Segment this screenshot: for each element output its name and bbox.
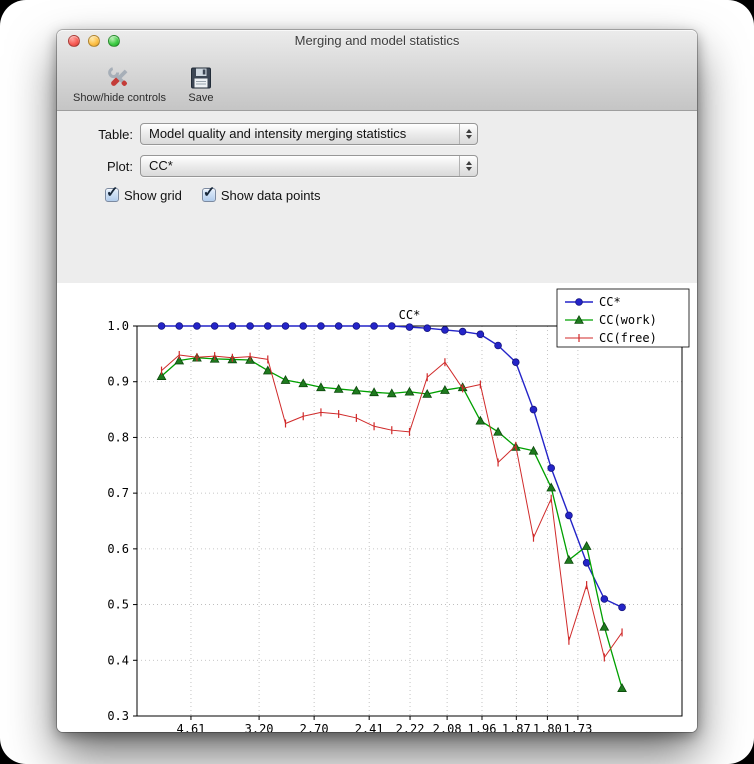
svg-text:CC(work): CC(work) — [599, 313, 657, 327]
svg-text:CC(free): CC(free) — [599, 331, 657, 345]
svg-text:0.7: 0.7 — [107, 486, 129, 500]
titlebar[interactable]: Merging and model statistics — [57, 30, 697, 52]
plot-dropdown[interactable]: CC* — [140, 155, 478, 177]
plot-dropdown-value: CC* — [149, 158, 173, 173]
svg-text:0.4: 0.4 — [107, 653, 129, 667]
table-label: Table: — [98, 126, 133, 142]
svg-text:4.61: 4.61 — [177, 722, 206, 732]
svg-text:1.73: 1.73 — [563, 722, 592, 732]
checkbox-checked-icon: ✓ — [201, 184, 216, 202]
table-dropdown-value: Model quality and intensity merging stat… — [149, 126, 407, 141]
plot-row: Plot: CC* — [75, 155, 697, 177]
show-grid-label: Show grid — [124, 187, 182, 203]
svg-text:1.0: 1.0 — [107, 319, 129, 333]
svg-text:CC*: CC* — [599, 295, 621, 309]
svg-text:0.8: 0.8 — [107, 430, 129, 444]
svg-text:0.3: 0.3 — [107, 709, 129, 723]
plot-label: Plot: — [106, 158, 133, 174]
svg-text:2.08: 2.08 — [433, 722, 462, 732]
save-button[interactable]: Save — [184, 62, 218, 105]
svg-text:2.41: 2.41 — [355, 722, 384, 732]
svg-text:1.87: 1.87 — [502, 722, 531, 732]
svg-text:1.80: 1.80 — [533, 722, 562, 732]
checkbox-checked-icon: ✓ — [105, 184, 119, 202]
chart: 0.3 0.4 0.5 0.6 0.7 0.8 0.9 1.0 4.61 3.20 2.70 2.41… — [107, 288, 690, 732]
table-dropdown[interactable]: Model quality and intensity merging stat… — [140, 123, 478, 145]
window-chrome: Merging and model statistics — [57, 30, 697, 111]
svg-text:CC*: CC* — [399, 308, 421, 322]
tools-icon — [106, 63, 132, 91]
plot-panel: 0.3 0.4 0.5 0.6 0.7 0.8 0.9 1.0 4.61 3.20 2.70 2.41… — [57, 283, 697, 732]
show-hide-controls-button[interactable]: Show/hide controls — [69, 62, 170, 105]
close-button[interactable] — [68, 35, 80, 47]
toolbar-button-label: Show/hide controls — [73, 92, 166, 104]
traffic-lights — [68, 35, 128, 47]
app-window: Merging and model statistics — [57, 30, 697, 732]
zoom-button[interactable] — [108, 35, 120, 47]
svg-text:0.6: 0.6 — [107, 542, 129, 556]
svg-text:3.20: 3.20 — [245, 722, 274, 732]
checkbox-row: ✓ Show grid ✓ Show data points — [105, 184, 697, 204]
svg-text:0.9: 0.9 — [107, 375, 129, 389]
save-floppy-icon — [188, 63, 214, 91]
chevron-up-down-icon — [459, 124, 477, 144]
svg-text:2.22: 2.22 — [396, 722, 425, 732]
svg-text:2.70: 2.70 — [300, 722, 329, 732]
chevron-up-down-icon — [459, 156, 477, 176]
toolbar: Show/hide controls Save — [57, 52, 697, 110]
svg-text:1.96: 1.96 — [468, 722, 497, 732]
toolbar-button-label: Save — [188, 92, 214, 104]
svg-text:0.5: 0.5 — [107, 598, 129, 612]
show-data-points-label: Show data points — [220, 187, 321, 203]
window-title: Merging and model statistics — [294, 33, 460, 48]
show-grid-checkbox[interactable]: ✓ Show grid — [105, 184, 182, 203]
show-data-points-checkbox[interactable]: ✓ Show data points — [201, 184, 321, 203]
window-content: Table: Model quality and intensity mergi… — [57, 111, 697, 732]
minimize-button[interactable] — [88, 35, 100, 47]
table-row: Table: Model quality and intensity mergi… — [75, 123, 697, 145]
